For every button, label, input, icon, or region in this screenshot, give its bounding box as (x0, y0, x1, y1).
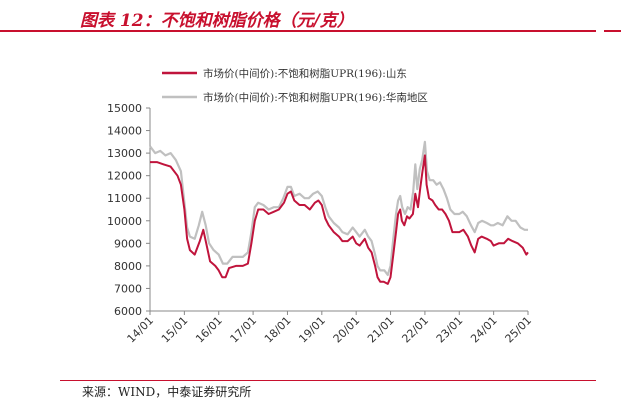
x-tick-label: 21/01 (365, 314, 397, 346)
y-tick-label: 15000 (107, 102, 142, 115)
x-tick-label: 19/01 (296, 314, 328, 346)
source-note: 来源：WIND，中泰证券研究所 (82, 385, 252, 399)
y-tick-label: 8000 (114, 260, 142, 273)
y-tick-label: 14000 (107, 125, 142, 138)
legend-label-southchina: 市场价(中间价):不饱和树脂UPR(196):华南地区 (203, 91, 428, 104)
y-tick-label: 12000 (107, 170, 142, 183)
legend-label-shandong: 市场价(中间价):不饱和树脂UPR(196):山东 (203, 67, 407, 80)
price-line-chart: 市场价(中间价):不饱和树脂UPR(196):山东 市场价(中间价):不饱和树脂… (107, 67, 534, 346)
x-tick-label: 23/01 (434, 314, 466, 346)
series-line-southchina (149, 140, 528, 276)
x-tick-label: 18/01 (262, 314, 294, 346)
x-tick-label: 17/01 (228, 314, 260, 346)
y-tick-label: 10000 (107, 215, 142, 228)
y-tick-label: 9000 (114, 237, 142, 250)
y-tick-label: 11000 (107, 192, 142, 205)
chart-title: 图表 12：不饱和树脂价格（元/克） (80, 11, 354, 31)
series-layer (149, 140, 529, 285)
y-tick-label: 6000 (114, 305, 142, 318)
x-tick-label: 15/01 (159, 314, 191, 346)
right-divider-stub (604, 30, 621, 32)
y-tick-label: 7000 (114, 282, 142, 295)
x-tick-label: 16/01 (193, 314, 225, 346)
x-tick-label: 14/01 (125, 314, 157, 346)
y-tick-label: 13000 (107, 147, 142, 160)
x-tick-label: 20/01 (331, 314, 363, 346)
legend: 市场价(中间价):不饱和树脂UPR(196):山东 市场价(中间价):不饱和树脂… (162, 67, 428, 104)
title-bar: 图表 12：不饱和树脂价格（元/克） (0, 0, 596, 32)
x-tick-label: 25/01 (503, 314, 535, 346)
axes: 6000 7000 8000 9000 10000 11000 12000 13000 1400… (107, 102, 534, 346)
footer-divider (60, 380, 596, 381)
series-line-shandong (150, 154, 529, 285)
x-tick-label: 24/01 (468, 314, 500, 346)
x-tick-label: 22/01 (399, 314, 431, 346)
